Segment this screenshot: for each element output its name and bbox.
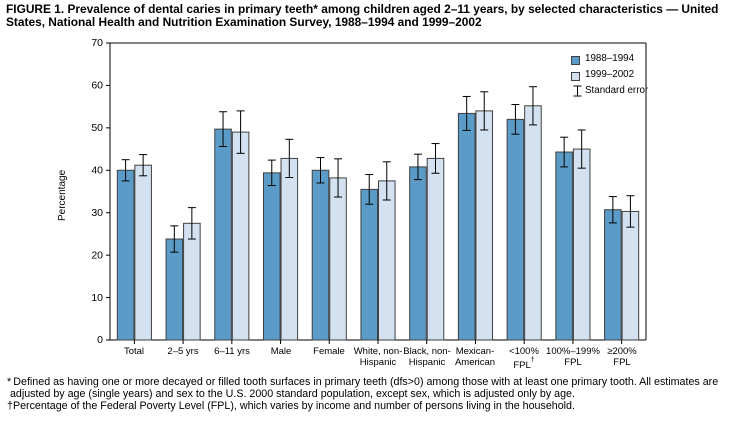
svg-text:60: 60 bbox=[91, 80, 103, 92]
svg-text:0: 0 bbox=[97, 334, 103, 346]
svg-text:30: 30 bbox=[91, 207, 103, 219]
svg-text:70: 70 bbox=[91, 37, 103, 49]
svg-text:10: 10 bbox=[91, 292, 103, 304]
svg-text:20: 20 bbox=[91, 249, 103, 261]
svg-text:40: 40 bbox=[91, 164, 103, 176]
svg-text:50: 50 bbox=[91, 122, 103, 134]
